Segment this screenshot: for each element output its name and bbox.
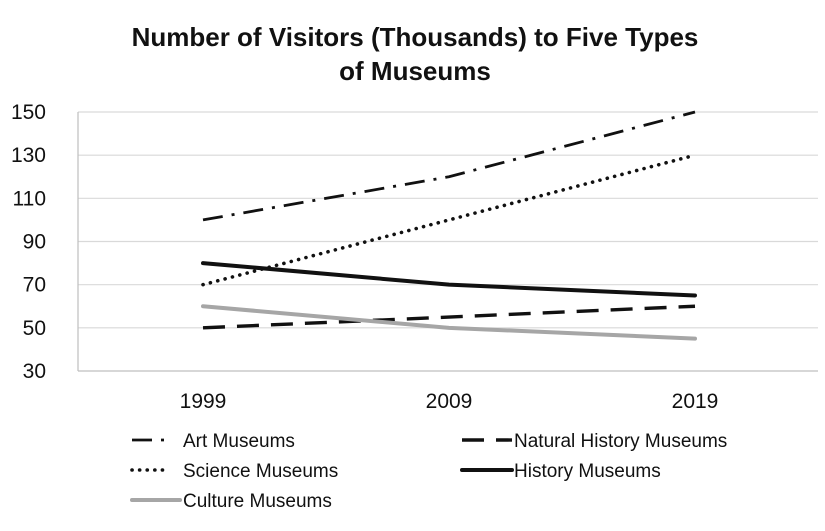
legend-label-history-museums: History Museums bbox=[514, 461, 661, 482]
legend-label-natural-history-museums: Natural History Museums bbox=[514, 431, 727, 452]
axis-layer: 30 50 70 90 110 130 150 1999 2009 2019 bbox=[11, 101, 818, 413]
legend-item-art-museums: Art Museums bbox=[132, 431, 295, 452]
series-line-natural-history-museums bbox=[202, 304, 696, 330]
legend-label-art-museums: Art Museums bbox=[183, 431, 295, 452]
y-tick-label: 110 bbox=[13, 187, 46, 210]
grid-layer bbox=[78, 111, 818, 329]
legend-item-science-museums: Science Museums bbox=[130, 461, 338, 482]
legend-label-culture-museums: Culture Museums bbox=[183, 491, 332, 512]
legend-item-culture-museums: Culture Museums bbox=[130, 491, 332, 512]
legend-item-history-museums: History Museums bbox=[460, 461, 661, 482]
x-tick-label: 2009 bbox=[426, 390, 473, 413]
chart-title-line-1: Number of Visitors (Thousands) to Five T… bbox=[132, 22, 699, 52]
series-line-art-museums bbox=[202, 110, 696, 222]
series-line-science-museums bbox=[201, 153, 697, 287]
x-tick-label: 2019 bbox=[672, 390, 719, 413]
y-tick-label: 150 bbox=[11, 101, 46, 124]
legend-item-natural-history-museums: Natural History Museums bbox=[462, 431, 727, 452]
y-tick-label: 30 bbox=[23, 360, 46, 383]
y-tick-label: 50 bbox=[23, 317, 46, 340]
x-tick-label: 1999 bbox=[180, 390, 227, 413]
series-line-history-museums bbox=[201, 261, 697, 298]
y-tick-label: 130 bbox=[11, 144, 46, 167]
series-line-culture-museums bbox=[201, 304, 697, 341]
legend: Art Museums Natural History Museums Scienc… bbox=[130, 431, 727, 512]
chart-title-line-2: of Museums bbox=[339, 56, 491, 86]
y-tick-label: 70 bbox=[23, 274, 46, 297]
series-layer bbox=[201, 110, 697, 341]
y-tick-label: 90 bbox=[23, 231, 46, 254]
legend-label-science-museums: Science Museums bbox=[183, 461, 338, 482]
